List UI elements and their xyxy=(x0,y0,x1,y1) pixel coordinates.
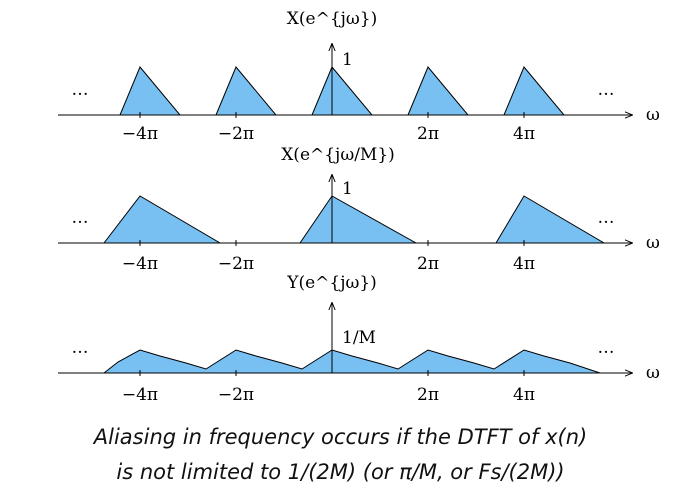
tick-label-4pi: 4π xyxy=(513,385,535,405)
tick-label-4pi: 4π xyxy=(513,254,535,274)
triangle-at-4pi xyxy=(503,66,566,116)
panel-stretched-spectrum: X(e^{jω/M}) 1 … … ω −4π −2π 2π 4π xyxy=(58,145,660,274)
triangle-at-minus-4pi xyxy=(119,66,182,116)
tick-label-minus-2pi: −2π xyxy=(218,254,254,274)
peak-label: 1/M xyxy=(342,328,376,348)
axis-variable-label: ω xyxy=(646,233,660,253)
right-ellipsis: … xyxy=(598,208,615,228)
tick-label-minus-4pi: −4π xyxy=(122,254,158,274)
axis-variable-label: ω xyxy=(646,105,660,125)
triangle-at-minus-2pi xyxy=(215,66,278,116)
tick-marks xyxy=(139,112,525,118)
left-ellipsis: … xyxy=(72,208,89,228)
triangle-at-2pi xyxy=(407,66,470,116)
narrow-triangle-shapes xyxy=(119,66,566,116)
left-ellipsis: … xyxy=(72,338,89,358)
tick-label-4pi: 4π xyxy=(513,124,535,144)
tick-label-minus-2pi: −2π xyxy=(218,124,254,144)
wide-triangle-at-0 xyxy=(299,195,418,244)
panel-title: X(e^{jω/M}) xyxy=(281,145,395,165)
tick-label-minus-4pi: −4π xyxy=(122,385,158,405)
right-ellipsis: … xyxy=(598,80,615,100)
tick-marks xyxy=(139,370,525,376)
tick-label-2pi: 2π xyxy=(417,385,439,405)
panel-title: Y(e^{jω}) xyxy=(286,273,377,293)
right-ellipsis: … xyxy=(598,338,615,358)
caption-line-1: Aliasing in frequency occurs if the DTFT… xyxy=(93,425,588,449)
caption-line-2: is not limited to 1/(2M) (or π/M, or Fs/… xyxy=(116,460,565,484)
wide-triangle-shapes xyxy=(102,195,606,244)
axis-variable-label: ω xyxy=(646,363,660,383)
peak-label: 1 xyxy=(342,50,353,70)
wide-triangle-at-4pi xyxy=(495,195,606,244)
panel-aliased-output: Y(e^{jω}) 1/M … … ω −4π −2π 2π 4π xyxy=(58,273,660,405)
tick-marks xyxy=(139,240,525,246)
tick-label-2pi: 2π xyxy=(417,124,439,144)
tick-label-minus-2pi: −2π xyxy=(218,385,254,405)
tick-label-2pi: 2π xyxy=(417,254,439,274)
triangle-at-0 xyxy=(311,66,374,116)
wide-triangle-at-minus-4pi xyxy=(102,195,222,244)
peak-label: 1 xyxy=(342,179,353,199)
aliased-spectrum-shape xyxy=(102,349,601,374)
left-ellipsis: … xyxy=(72,80,89,100)
aliasing-diagram: X(e^{jω}) 1 … … ω −4π −2π 2π 4π X(e^{jω/… xyxy=(58,9,660,405)
panel-x-spectrum: X(e^{jω}) 1 … … ω −4π −2π 2π 4π xyxy=(58,9,660,144)
tick-label-minus-4pi: −4π xyxy=(122,124,158,144)
panel-title: X(e^{jω}) xyxy=(287,9,377,29)
